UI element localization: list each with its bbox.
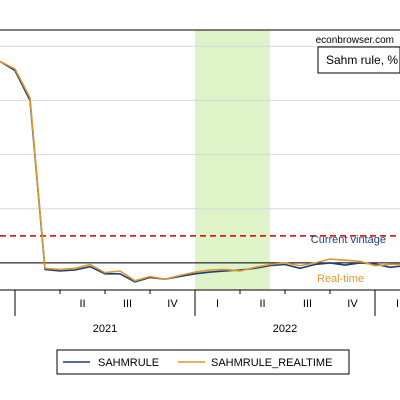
legend-label-realtime: SAHMRULE_REALTIME (211, 357, 332, 369)
annotation-current-vintage: Current vintage (311, 234, 386, 246)
title-box-text: Sahm rule, % (326, 53, 398, 67)
title-box (317, 46, 400, 74)
x-tick-label: I (216, 298, 219, 310)
x-tick-label: IV (347, 298, 358, 310)
shaded-region-layer (195, 30, 270, 290)
x-tick-label: II (259, 298, 265, 310)
annotation-real-time: Real-time (317, 273, 364, 285)
x-tick-label: III (123, 298, 132, 310)
series-line-sahmrule_realtime (0, 60, 400, 282)
x-tick-label: I (396, 298, 399, 310)
year-label: 2021 (93, 323, 117, 335)
legend-label-sahmrule: SAHMRULE (98, 357, 159, 369)
x-tick-label: III (303, 298, 312, 310)
x-tick-label: II (79, 298, 85, 310)
series-layer (0, 60, 400, 283)
shaded-region (195, 30, 270, 290)
series-line-sahmrule (0, 60, 400, 283)
x-axis-labels: IIIIIIVIIIIIIIVIII20212022202 (79, 298, 399, 335)
x-tick-label: IV (167, 298, 178, 310)
x-axis (0, 29, 400, 316)
source-note: econbrowser.com (316, 35, 394, 46)
year-label: 2022 (273, 323, 297, 335)
gridlines (0, 45, 400, 264)
